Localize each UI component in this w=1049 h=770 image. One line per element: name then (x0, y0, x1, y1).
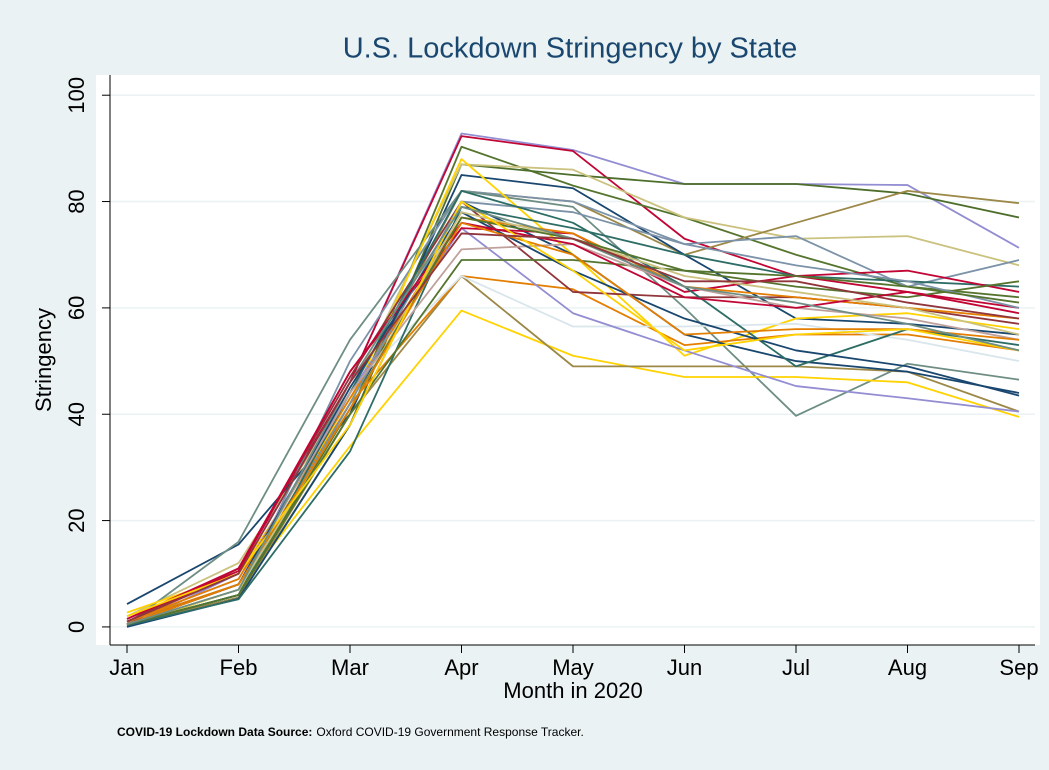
x-tick-label: Apr (444, 655, 478, 680)
state-line (126, 200, 1020, 618)
y-tick-label: 80 (64, 189, 89, 213)
note: COVID-19 Lockdown Data Source: Oxford COV… (117, 725, 584, 739)
state-line (126, 221, 1020, 620)
note-label: COVID-19 Lockdown Data Source: (117, 725, 312, 739)
grid (110, 94, 1035, 628)
y-tick-label: 20 (64, 508, 89, 532)
y-tick-label: 100 (64, 77, 89, 114)
x-tick-label: Feb (220, 655, 258, 680)
x-tick-label: May (552, 655, 594, 680)
y-tick-label: 60 (64, 296, 89, 320)
y-axis-label: Stringency (31, 308, 56, 412)
x-tick-label: Aug (888, 655, 927, 680)
state-line (126, 190, 1020, 626)
state-line (126, 205, 1020, 627)
state-line (126, 221, 1020, 626)
chart-title: U.S. Lockdown Stringency by State (343, 33, 798, 65)
note-text: Oxford COVID-19 Government Response Trac… (316, 725, 583, 739)
x-tick-label: Jun (667, 655, 702, 680)
plot-area (96, 75, 1040, 645)
state-line (126, 275, 1020, 627)
y-tick-label: 0 (64, 621, 89, 633)
y-tick-label: 40 (64, 402, 89, 426)
state-line (126, 259, 1020, 626)
state-line (126, 232, 1020, 623)
x-axis-label: Month in 2020 (503, 678, 642, 703)
x-tick-label: Sep (999, 655, 1038, 680)
x-tick-label: Mar (331, 655, 369, 680)
lines (126, 132, 1020, 628)
x-tick-label: Jan (109, 655, 144, 680)
axes: 0 20 40 60 80 100 Jan Feb Mar Apr May Jun Jul Aug Sep (64, 75, 1039, 680)
x-tick-label: Jul (782, 655, 810, 680)
